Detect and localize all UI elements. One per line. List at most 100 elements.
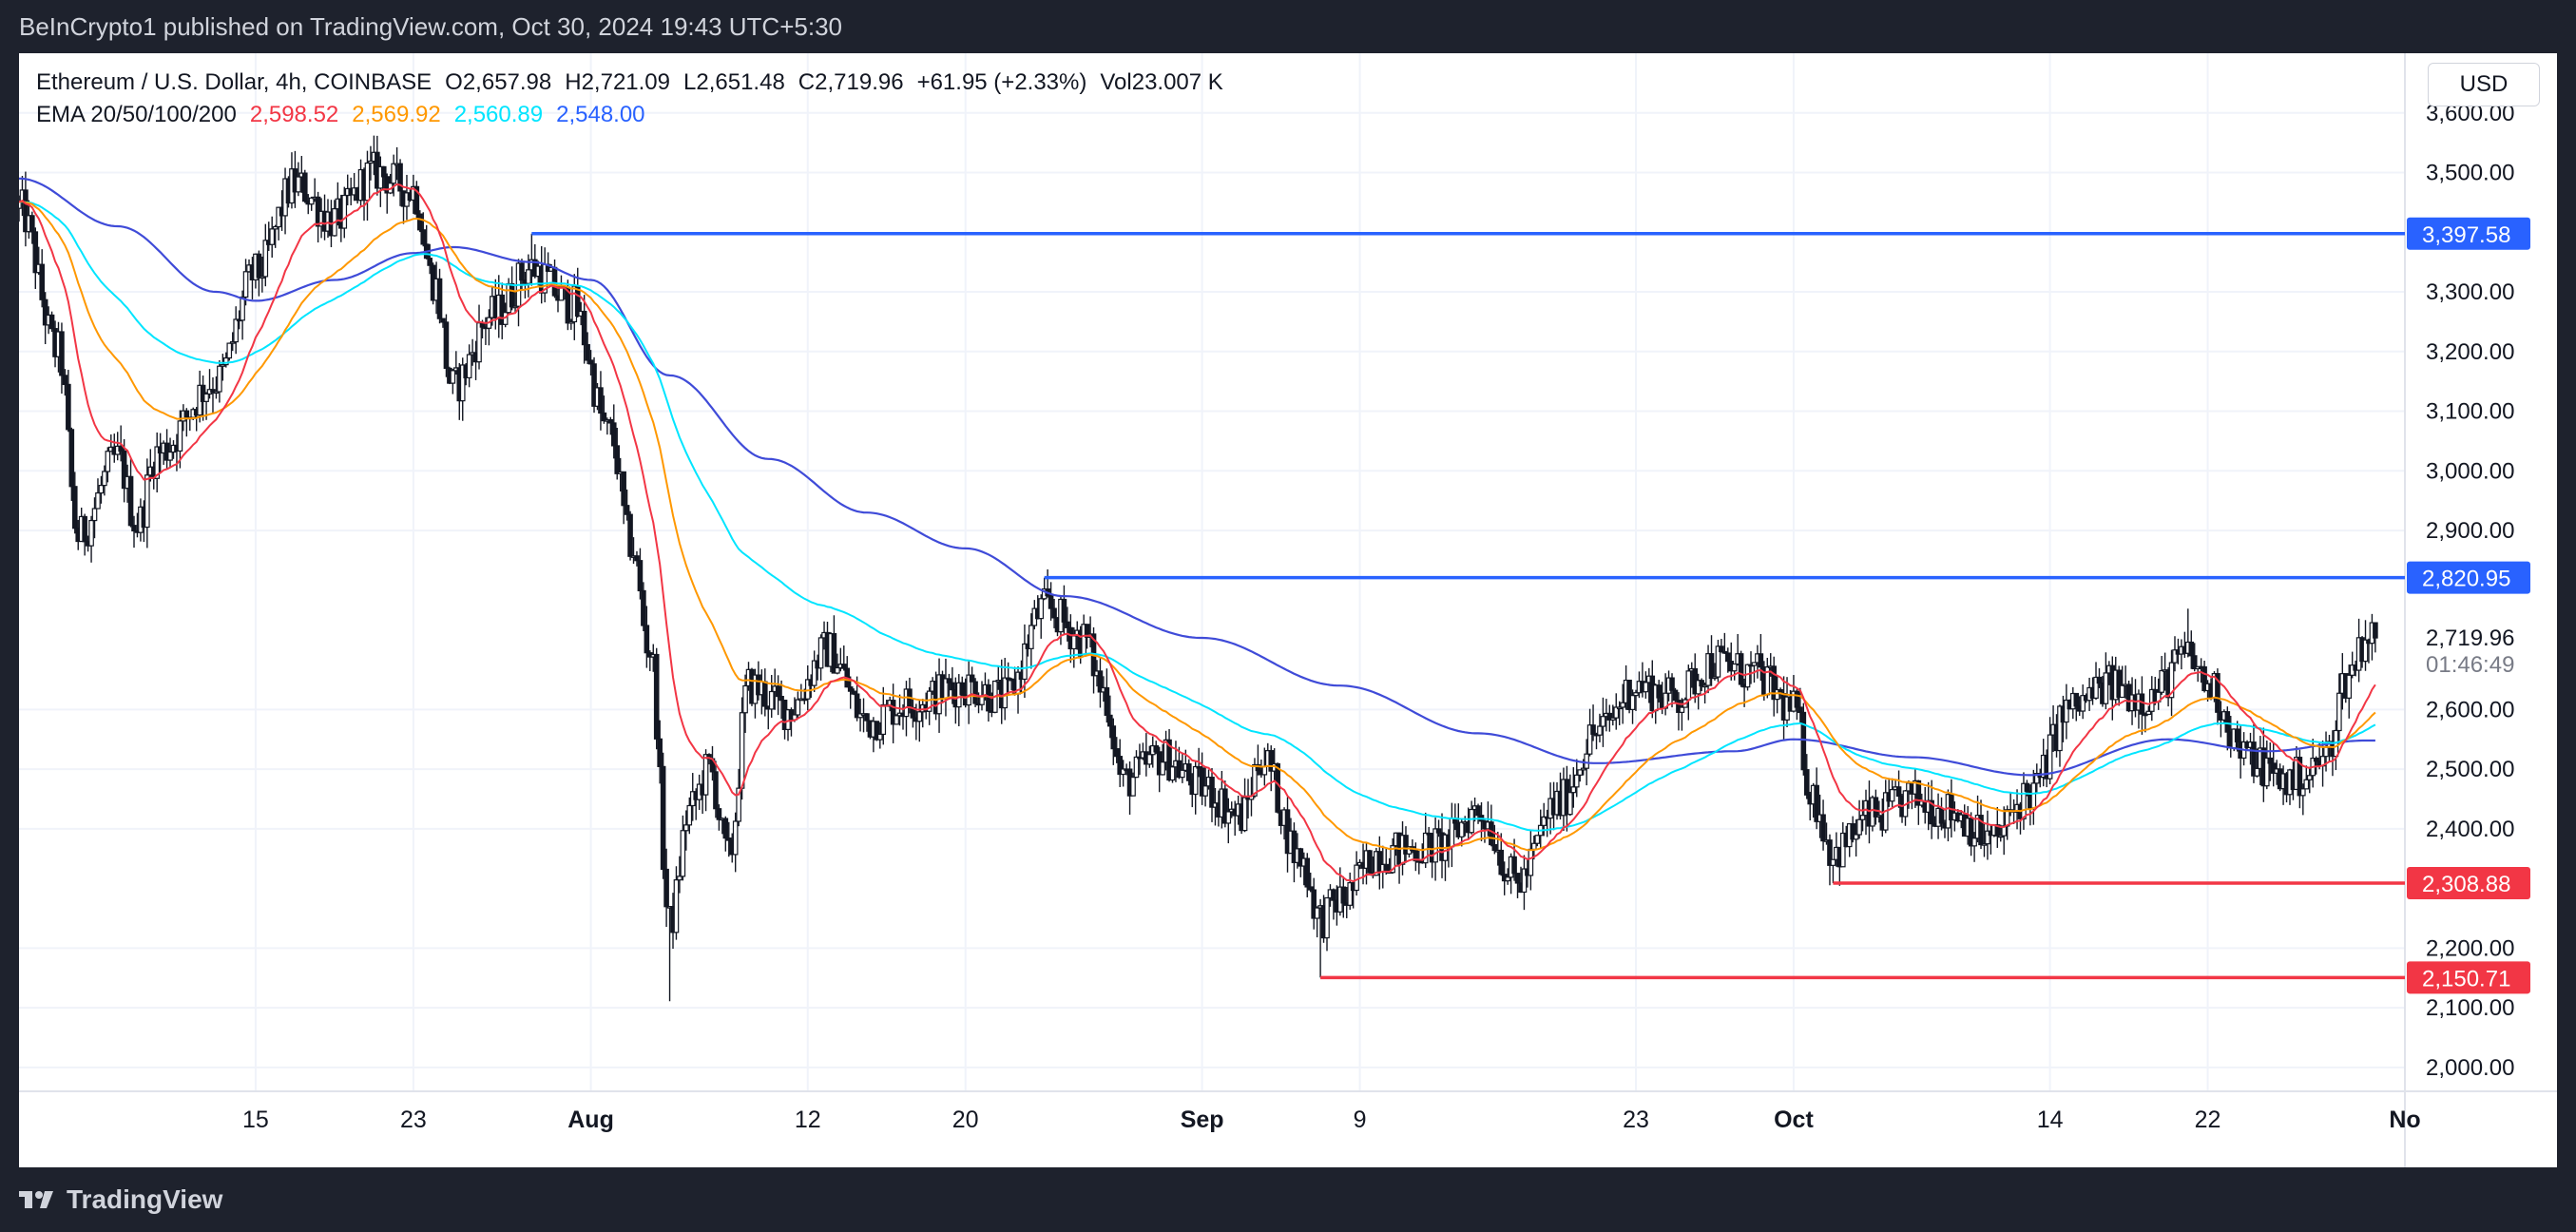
candle: [732, 812, 739, 873]
candle-body: [1347, 882, 1354, 906]
candle: [972, 678, 978, 707]
candle-body: [1298, 848, 1304, 867]
candle: [2096, 668, 2103, 688]
candle: [88, 515, 94, 563]
candle-body: [621, 471, 626, 507]
candle: [637, 548, 644, 600]
low-value: L2,651.48: [683, 69, 785, 95]
candle: [1978, 799, 1984, 850]
time-tick-label: 9: [1354, 1107, 1367, 1133]
candle-body: [732, 820, 739, 856]
candle: [1331, 888, 1336, 920]
candle: [779, 680, 784, 720]
ema-label[interactable]: EMA 20/50/100/200: [36, 102, 237, 127]
candle: [301, 169, 308, 203]
candle: [2300, 783, 2306, 816]
time-tick-label: 23: [1623, 1107, 1649, 1133]
candle: [1376, 836, 1383, 890]
candle-body: [1110, 725, 1117, 750]
candle: [397, 159, 403, 206]
candle-body: [601, 412, 607, 422]
candle-body: [1712, 676, 1718, 680]
candle-body: [1721, 650, 1728, 654]
candle-body: [42, 298, 48, 326]
candle: [420, 212, 427, 247]
price-tick-label: 2,600.00: [2426, 697, 2514, 722]
ema200-line: [19, 177, 2375, 777]
tradingview-logo[interactable]: TradingView: [19, 1184, 222, 1215]
candle-body: [847, 686, 854, 692]
candle-body: [1850, 823, 1855, 840]
candle: [2057, 704, 2063, 767]
candle-body: [1672, 689, 1679, 702]
candle: [1981, 823, 1988, 857]
candle: [1873, 789, 1879, 825]
price-tick-label: 2,000.00: [2426, 1055, 2514, 1081]
candle-body: [48, 314, 55, 330]
candle: [226, 342, 233, 361]
candle: [1449, 802, 1455, 868]
candle: [1255, 744, 1261, 776]
candle: [1340, 876, 1347, 918]
candle-body: [851, 690, 856, 695]
candle: [183, 408, 190, 437]
candle-body: [1304, 857, 1311, 888]
candle: [499, 282, 506, 339]
candle-body: [2047, 734, 2053, 780]
price-chart[interactable]: 3,397.582,820.952,308.882,150.712,000.00…: [19, 53, 2557, 1167]
candle: [1413, 842, 1419, 872]
candle: [98, 475, 105, 504]
candle: [512, 290, 518, 314]
candle-body: [1070, 635, 1077, 650]
candle: [1491, 824, 1498, 855]
candle-body: [683, 824, 689, 832]
candle: [1676, 692, 1682, 731]
candle-body: [1633, 692, 1639, 697]
ema100-value: 2,560.89: [453, 102, 544, 127]
publisher-header: BeInCrypto1 published on TradingView.com…: [0, 0, 2576, 53]
chart-panel[interactable]: 3,397.58 2,820.95 2,308.88 2,150.71 2,000.00…: [19, 53, 2557, 1167]
candle-body: [874, 721, 880, 741]
candle: [1311, 877, 1317, 930]
candle: [716, 804, 722, 831]
candle: [634, 550, 640, 567]
candle-body: [713, 771, 719, 810]
time-tick-label: 22: [2195, 1107, 2221, 1133]
candle-body: [217, 365, 222, 393]
candle: [1695, 673, 1701, 710]
currency-selector[interactable]: USD: [2428, 63, 2540, 106]
candle: [269, 216, 276, 258]
candle: [1758, 633, 1764, 682]
candle-body: [854, 693, 860, 719]
candle-body: [1514, 873, 1521, 884]
candle-body: [32, 231, 39, 274]
candle-body: [1153, 744, 1160, 753]
candle: [877, 722, 883, 749]
candle-body: [1699, 680, 1704, 687]
change-value: +61.95 (+2.33%): [916, 69, 1087, 95]
candle-body: [1719, 645, 1724, 653]
candle: [943, 658, 949, 717]
candle-body: [1997, 835, 2004, 838]
candle-body: [1180, 769, 1185, 779]
candle-body: [427, 258, 433, 266]
candle-body: [972, 681, 978, 704]
candle-body: [2073, 692, 2080, 707]
candle: [23, 171, 29, 247]
candle: [416, 210, 423, 233]
candle: [154, 432, 161, 493]
candle-body: [1771, 665, 1777, 701]
candle: [742, 674, 748, 733]
symbol-title[interactable]: Ethereum / U.S. Dollar, 4h, COINBASE: [36, 69, 433, 95]
candle-body: [817, 637, 824, 669]
candle-body: [680, 830, 686, 877]
candle-body: [1679, 706, 1685, 713]
price-tick-label: 2,400.00: [2426, 817, 2514, 842]
candle: [1613, 693, 1620, 730]
candle-body: [1738, 653, 1744, 685]
candle: [1803, 754, 1810, 799]
candle-body: [1676, 700, 1682, 713]
candle-body: [2188, 641, 2195, 657]
candle: [1771, 656, 1777, 717]
ema50-value: 2,569.92: [352, 102, 441, 127]
